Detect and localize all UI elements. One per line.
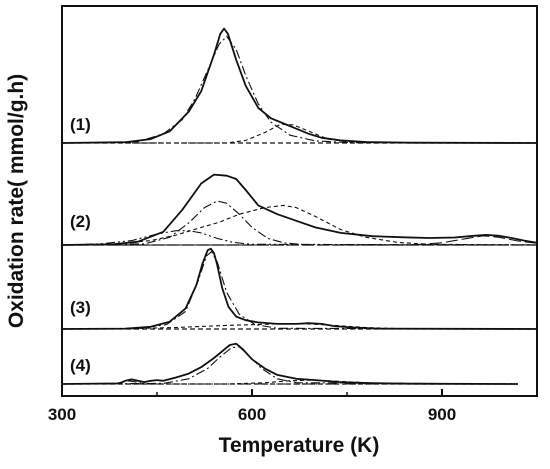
x-tick-label: 900 bbox=[428, 405, 456, 424]
x-axis-title: Temperature (K) bbox=[219, 434, 380, 457]
measured-curve bbox=[61, 247, 538, 330]
fitted-peak-3 bbox=[61, 230, 538, 246]
fitted-peak-2 bbox=[62, 123, 538, 144]
x-tick-label: 300 bbox=[48, 405, 76, 424]
fitted-peak-1 bbox=[61, 200, 538, 246]
fitted-peak-1 bbox=[61, 250, 538, 330]
chart-panels: (1) (2) (3) (4) bbox=[61, 27, 538, 385]
plot-frame bbox=[61, 5, 538, 397]
x-axis-ticks: 300 600 900 bbox=[48, 389, 456, 424]
panel-1: (1) bbox=[61, 27, 538, 144]
fitted-peak-4 bbox=[62, 235, 538, 246]
y-axis-title: Oxidation rate( mmol/g.h) bbox=[5, 74, 28, 328]
x-tick-label: 600 bbox=[238, 405, 266, 424]
measured-curve bbox=[61, 27, 538, 144]
measured-curve bbox=[61, 342, 519, 385]
panel-2: (2) bbox=[61, 173, 538, 246]
measured-curve bbox=[61, 173, 538, 246]
curve-label: (3) bbox=[70, 298, 91, 317]
curve-label: (2) bbox=[70, 212, 91, 231]
panel-3: (3) bbox=[61, 247, 538, 330]
fitted-peak-2 bbox=[61, 204, 538, 246]
fitted-peak-1 bbox=[61, 346, 519, 385]
curve-label: (4) bbox=[70, 356, 91, 375]
panel-4: (4) bbox=[61, 342, 519, 385]
curve-label: (1) bbox=[70, 115, 91, 134]
